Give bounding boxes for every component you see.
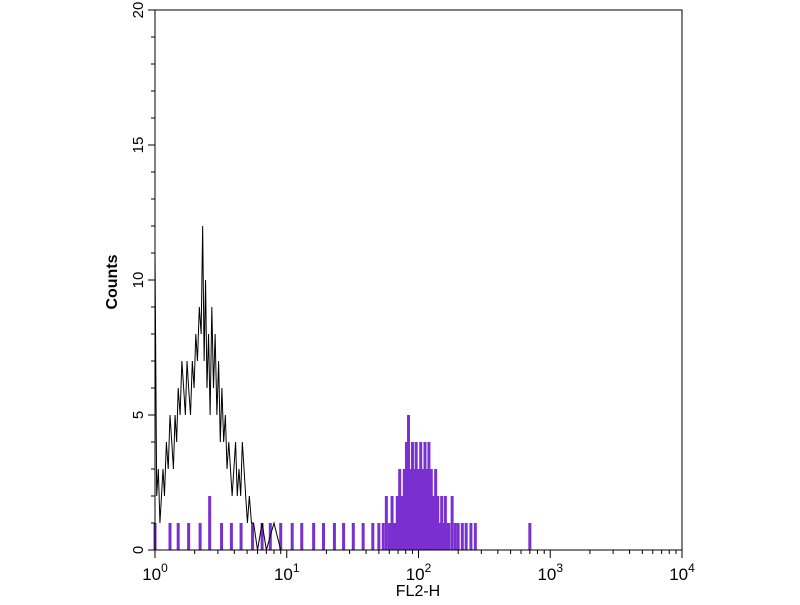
filled-bar <box>332 523 336 550</box>
filled-bar <box>251 523 255 550</box>
filled-bar <box>417 469 420 550</box>
x-tick-label: 100 <box>142 561 168 584</box>
filled-bar <box>443 496 447 550</box>
filled-bar <box>220 523 224 550</box>
filled-bar <box>456 523 460 550</box>
y-tick-label: 10 <box>130 272 147 289</box>
filled-bar <box>342 523 346 550</box>
filled-bar <box>528 523 532 550</box>
filled-bar <box>187 523 191 550</box>
filled-bar <box>438 523 442 550</box>
filled-bar <box>453 523 457 550</box>
filled-bar <box>351 523 355 550</box>
filled-bar <box>432 496 436 550</box>
x-axis-label: FL2-H <box>396 583 440 600</box>
filled-bar <box>395 496 399 550</box>
filled-bar <box>381 523 385 550</box>
y-tick-label: 5 <box>130 411 147 419</box>
filled-bar <box>198 523 202 550</box>
filled-bar <box>239 523 243 550</box>
y-tick-label: 15 <box>130 137 147 154</box>
filled-bar <box>321 523 325 550</box>
filled-bar <box>300 523 304 550</box>
filled-bar <box>436 496 440 550</box>
filled-bar <box>387 523 391 550</box>
filled-bar <box>429 469 433 550</box>
filled-bar <box>460 523 464 550</box>
filled-bar <box>312 523 316 550</box>
filled-bar <box>442 523 446 550</box>
filled-bar <box>450 496 454 550</box>
filled-bar <box>473 523 477 550</box>
filled-bar <box>407 415 411 550</box>
filled-bar <box>377 523 381 550</box>
x-tick-label: 103 <box>537 561 563 584</box>
filled-bar <box>425 469 429 550</box>
x-tick-label: 102 <box>406 561 432 584</box>
filled-bar <box>445 523 449 550</box>
filled-histogram-series <box>153 415 532 550</box>
filled-bar <box>390 496 394 550</box>
filled-bar <box>371 523 375 550</box>
filled-bar <box>423 442 427 550</box>
filled-bar <box>434 469 438 550</box>
filled-bar <box>414 442 418 550</box>
filled-bar <box>279 523 283 550</box>
filled-bar <box>398 469 402 550</box>
filled-bar <box>409 469 413 550</box>
filled-bar <box>421 469 425 550</box>
filled-bar <box>208 496 212 550</box>
filled-bar <box>393 523 397 550</box>
filled-bar <box>168 523 172 550</box>
x-tick-label: 104 <box>669 561 695 584</box>
y-tick-label: 0 <box>130 546 147 554</box>
filled-bar <box>464 523 468 550</box>
filled-bar <box>412 469 416 550</box>
filled-bar <box>384 496 388 550</box>
filled-bar <box>290 523 294 550</box>
filled-bar <box>404 442 408 550</box>
filled-bar <box>260 523 264 550</box>
x-tick-label: 101 <box>274 561 300 584</box>
filled-bar <box>419 442 423 550</box>
filled-bar <box>410 442 414 550</box>
filled-bar <box>402 469 406 550</box>
filled-bar <box>440 496 444 550</box>
filled-bar <box>447 523 451 550</box>
plot-frame <box>154 9 683 551</box>
filled-bar <box>400 496 404 550</box>
plot-area <box>153 225 532 551</box>
y-tick-label: 20 <box>130 2 147 19</box>
filled-bar <box>229 523 233 550</box>
filled-bar <box>427 442 431 550</box>
filled-bar <box>361 523 365 550</box>
y-axis-label: Counts <box>104 254 121 309</box>
outline-histogram-series <box>154 225 287 551</box>
filled-bar <box>469 523 473 550</box>
filled-bar <box>176 523 180 550</box>
axis-ticks: 0 5 10 15 20 100 101 102 103 104 <box>130 2 695 584</box>
